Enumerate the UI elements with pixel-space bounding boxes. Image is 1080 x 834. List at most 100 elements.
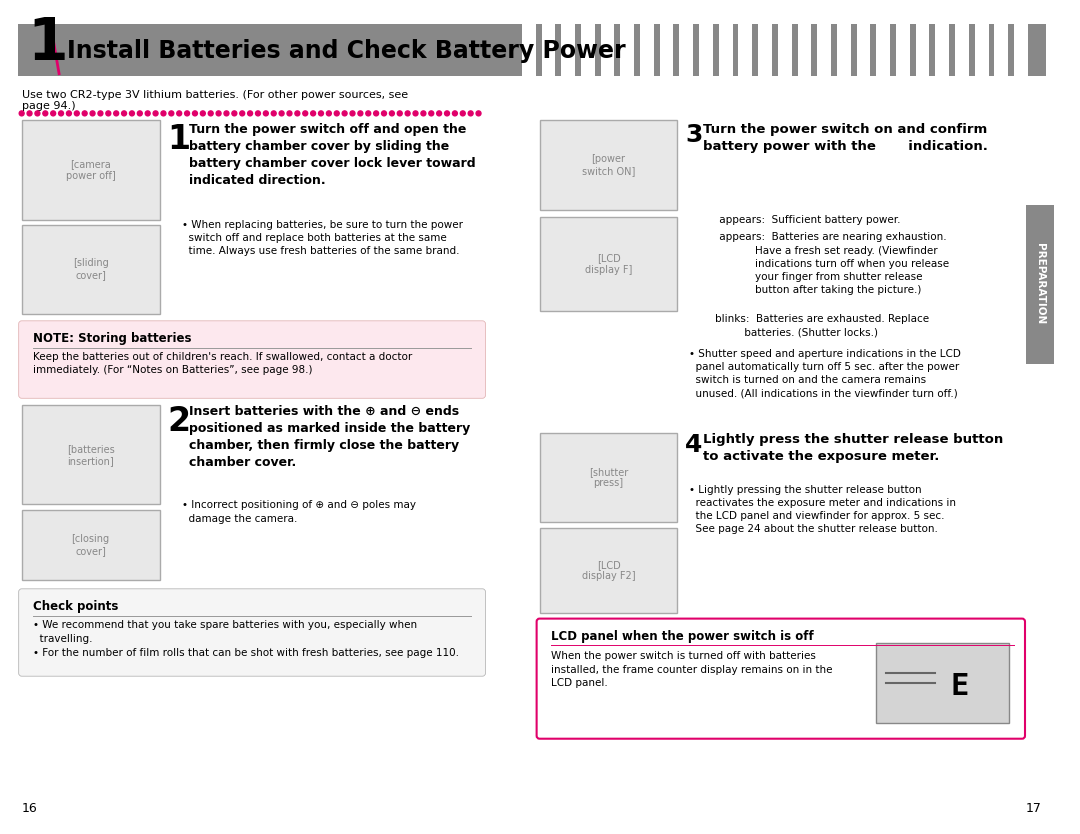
Circle shape — [445, 111, 449, 116]
Text: [power
switch ON]: [power switch ON] — [582, 154, 635, 176]
Bar — [758, 24, 772, 76]
Circle shape — [264, 111, 268, 116]
Bar — [541, 24, 555, 76]
Text: When the power switch is turned off with batteries
installed, the frame counter : When the power switch is turned off with… — [552, 651, 833, 688]
Text: blinks:  Batteries are exhausted. Replace
                 batteries. (Shutter l: blinks: Batteries are exhausted. Replace… — [689, 314, 930, 337]
Text: [shutter
press]: [shutter press] — [589, 467, 629, 489]
Text: [camera
power off]: [camera power off] — [66, 159, 116, 181]
Circle shape — [326, 111, 332, 116]
Circle shape — [287, 111, 292, 116]
Text: [closing
cover]: [closing cover] — [71, 535, 110, 556]
Circle shape — [436, 111, 442, 116]
Circle shape — [90, 111, 95, 116]
Bar — [719, 24, 732, 76]
Circle shape — [106, 111, 111, 116]
Text: • Shutter speed and aperture indications in the LCD
  panel automatically turn o: • Shutter speed and aperture indications… — [689, 349, 961, 398]
Text: 1: 1 — [167, 123, 190, 156]
Circle shape — [295, 111, 300, 116]
Text: • Lightly pressing the shutter release button
  reactivates the exposure meter a: • Lightly pressing the shutter release b… — [689, 485, 956, 535]
Circle shape — [153, 111, 158, 116]
Bar — [975, 24, 988, 76]
Circle shape — [429, 111, 434, 116]
Text: appears:  Sufficient battery power.: appears: Sufficient battery power. — [703, 214, 901, 224]
Circle shape — [168, 111, 174, 116]
Circle shape — [335, 111, 339, 116]
FancyBboxPatch shape — [17, 24, 1045, 76]
Bar — [797, 24, 811, 76]
Circle shape — [247, 111, 253, 116]
Bar — [679, 24, 693, 76]
Circle shape — [397, 111, 402, 116]
Text: Lightly press the shutter release button
to activate the exposure meter.: Lightly press the shutter release button… — [703, 433, 1003, 463]
Text: appears:  Batteries are nearing exhaustion.
                Have a fresh set rea: appears: Batteries are nearing exhaustio… — [703, 233, 949, 295]
Circle shape — [19, 111, 24, 116]
Circle shape — [35, 111, 40, 116]
Bar — [739, 24, 753, 76]
Circle shape — [82, 111, 87, 116]
Bar — [600, 24, 615, 76]
Bar — [620, 24, 634, 76]
Circle shape — [469, 111, 473, 116]
Circle shape — [311, 111, 315, 116]
Circle shape — [67, 111, 71, 116]
Circle shape — [51, 111, 56, 116]
FancyBboxPatch shape — [540, 217, 677, 311]
FancyBboxPatch shape — [22, 120, 160, 219]
FancyBboxPatch shape — [540, 120, 677, 209]
Text: [LCD
display F]: [LCD display F] — [584, 253, 632, 274]
FancyBboxPatch shape — [537, 619, 1025, 739]
Circle shape — [271, 111, 276, 116]
FancyBboxPatch shape — [18, 321, 485, 399]
Circle shape — [216, 111, 221, 116]
Bar — [876, 24, 890, 76]
Circle shape — [240, 111, 245, 116]
Bar — [581, 24, 595, 76]
Circle shape — [75, 111, 79, 116]
Bar — [935, 24, 949, 76]
Text: Turn the power switch off and open the
battery chamber cover by sliding the
batt: Turn the power switch off and open the b… — [189, 123, 475, 188]
Text: Use two CR2-type 3V lithium batteries. (For other power sources, see
page 94.): Use two CR2-type 3V lithium batteries. (… — [22, 89, 408, 111]
Circle shape — [185, 111, 190, 116]
Text: Check points: Check points — [33, 600, 119, 613]
Bar — [699, 24, 713, 76]
Circle shape — [161, 111, 166, 116]
Bar — [896, 24, 909, 76]
Circle shape — [137, 111, 143, 116]
Circle shape — [27, 111, 32, 116]
Circle shape — [357, 111, 363, 116]
Circle shape — [460, 111, 465, 116]
Bar — [778, 24, 792, 76]
Circle shape — [381, 111, 387, 116]
Text: • When replacing batteries, be sure to turn the power
  switch off and replace b: • When replacing batteries, be sure to t… — [183, 219, 463, 256]
Circle shape — [421, 111, 426, 116]
Bar — [837, 24, 851, 76]
Circle shape — [302, 111, 308, 116]
Text: PREPARATION: PREPARATION — [1035, 244, 1044, 324]
Bar — [640, 24, 653, 76]
Text: • We recommend that you take spare batteries with you, especially when
  travell: • We recommend that you take spare batte… — [33, 620, 459, 657]
Text: 2: 2 — [167, 405, 190, 438]
Bar — [1014, 24, 1028, 76]
Bar — [876, 643, 1009, 723]
Text: Turn the power switch on and confirm
battery power with the       indication.: Turn the power switch on and confirm bat… — [703, 123, 988, 153]
FancyBboxPatch shape — [18, 589, 485, 676]
Circle shape — [390, 111, 394, 116]
Circle shape — [208, 111, 213, 116]
Text: Keep the batteries out of children's reach. If swallowed, contact a doctor
immed: Keep the batteries out of children's rea… — [33, 352, 413, 374]
FancyBboxPatch shape — [22, 510, 160, 580]
Text: NOTE: Storing batteries: NOTE: Storing batteries — [33, 332, 192, 344]
Circle shape — [476, 111, 481, 116]
Circle shape — [224, 111, 229, 116]
Circle shape — [43, 111, 48, 116]
Circle shape — [319, 111, 323, 116]
Circle shape — [113, 111, 119, 116]
Circle shape — [201, 111, 205, 116]
Bar — [818, 24, 831, 76]
Bar — [955, 24, 969, 76]
Circle shape — [192, 111, 198, 116]
FancyBboxPatch shape — [22, 405, 160, 505]
Text: 16: 16 — [22, 802, 38, 815]
Bar — [995, 24, 1009, 76]
Text: [LCD
display F2]: [LCD display F2] — [582, 560, 635, 581]
Circle shape — [405, 111, 410, 116]
